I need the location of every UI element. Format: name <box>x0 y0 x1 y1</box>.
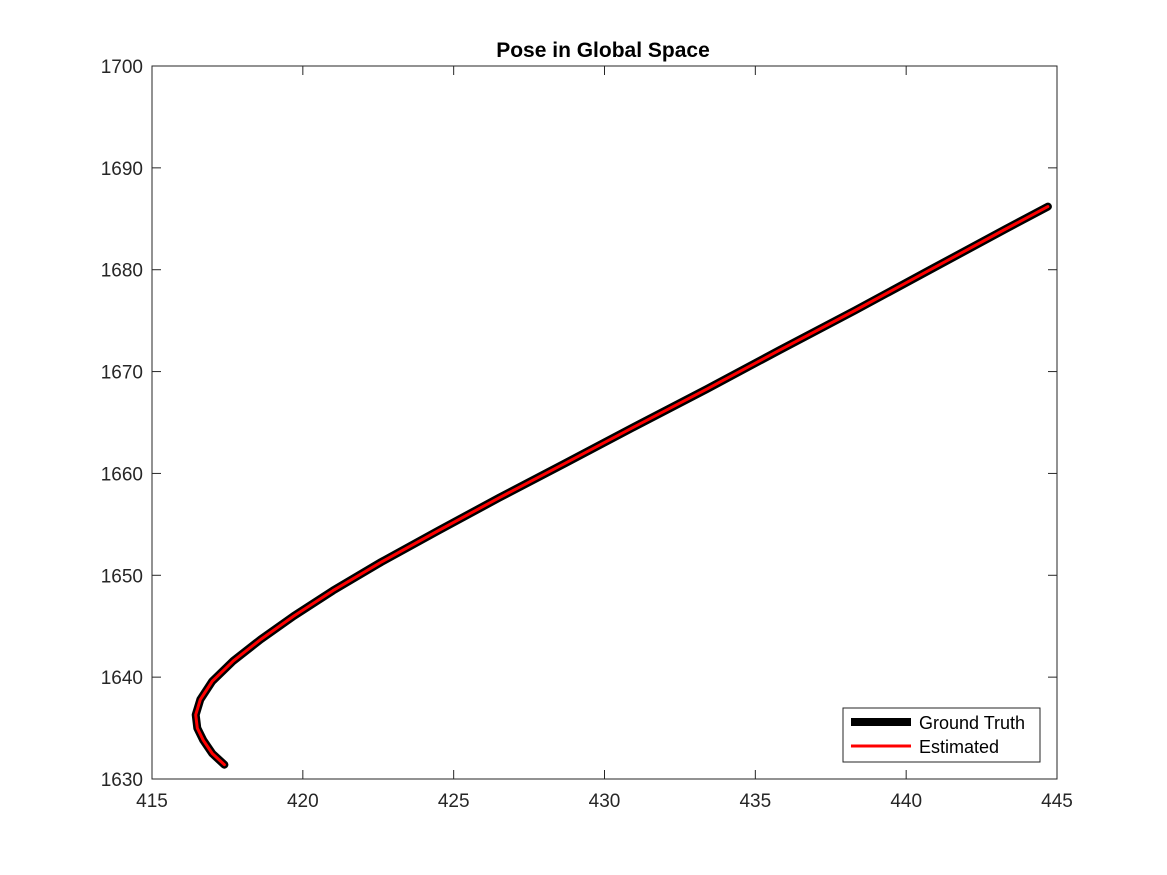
chart-title: Pose in Global Space <box>496 39 710 62</box>
legend-label-ground-truth: Ground Truth <box>919 713 1025 733</box>
series-line-ground-truth <box>191 202 1052 769</box>
y-tick-label: 1640 <box>101 668 143 689</box>
x-tick-label: 445 <box>1041 791 1073 812</box>
series-line-estimated <box>194 205 1050 767</box>
x-tick-label: 435 <box>739 791 771 812</box>
y-tick-label: 1680 <box>101 261 143 282</box>
x-tick-label: 430 <box>589 791 621 812</box>
plot-area-frame <box>151 65 1058 780</box>
legend: Ground Truth Estimated <box>842 707 1041 763</box>
legend-box <box>842 707 1041 763</box>
x-tick-label: 425 <box>438 791 470 812</box>
y-tick-label: 1700 <box>101 57 143 78</box>
y-tick-label: 1650 <box>101 566 143 587</box>
x-tick-label: 420 <box>287 791 319 812</box>
y-tick-label: 1660 <box>101 464 143 485</box>
x-tick-label: 415 <box>136 791 168 812</box>
y-tick-label: 1690 <box>101 159 143 180</box>
y-tick-label: 1670 <box>101 363 143 384</box>
legend-label-estimated: Estimated <box>919 737 999 757</box>
y-tick-label: 1630 <box>101 770 143 791</box>
x-tick-label: 440 <box>890 791 922 812</box>
